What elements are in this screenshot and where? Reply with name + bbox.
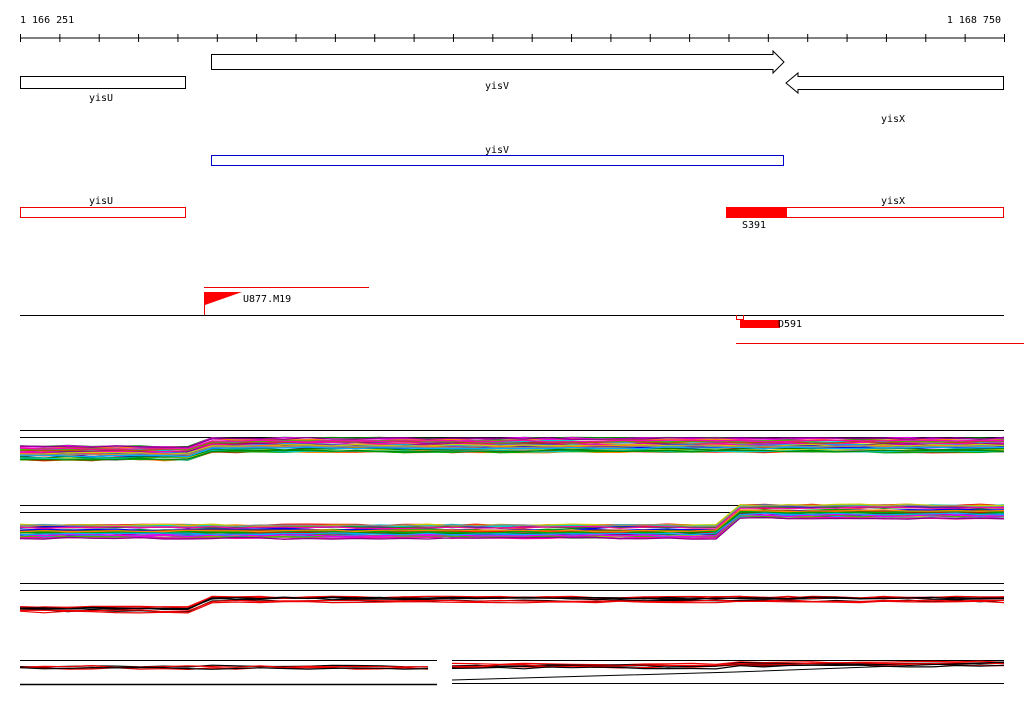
transcript-box xyxy=(211,155,784,166)
ruler-end: 1 168 750 xyxy=(947,15,1001,26)
track-line xyxy=(451,660,1005,666)
feature-box xyxy=(20,207,186,218)
signal-label: U877.M19 xyxy=(243,294,291,305)
track-line xyxy=(19,513,1005,538)
track-line xyxy=(19,445,1005,457)
track-line xyxy=(19,666,429,670)
track-line xyxy=(19,504,1005,528)
track-line xyxy=(451,664,1005,670)
track-line xyxy=(19,509,1005,533)
track-line xyxy=(19,599,1005,613)
gene-label: yisV xyxy=(485,81,509,92)
track-line xyxy=(451,661,1005,681)
track-line xyxy=(19,439,1005,450)
feature-label: yisX xyxy=(881,196,905,207)
gene-label: yisU xyxy=(89,93,113,104)
track-line xyxy=(19,449,1005,461)
track-line xyxy=(19,510,1005,534)
feature-label: S391 xyxy=(742,220,766,231)
track-line xyxy=(19,600,1005,614)
track-line xyxy=(19,446,1005,458)
ruler-start: 1 166 251 xyxy=(20,15,74,26)
track-line xyxy=(19,436,1005,448)
signal-mark xyxy=(736,315,744,320)
track-line xyxy=(19,516,1005,540)
transcript-label: yisV xyxy=(485,145,509,156)
expression-tracks xyxy=(19,430,1005,686)
track-line xyxy=(19,506,1004,530)
track-line xyxy=(19,664,429,669)
signal-label: D591 xyxy=(778,319,802,330)
track-line xyxy=(451,662,1005,668)
track-line xyxy=(20,516,1005,540)
feature-label: yisU xyxy=(89,196,113,207)
track-line xyxy=(19,596,1005,610)
gene-arrow xyxy=(211,49,785,75)
track-line xyxy=(19,512,1005,536)
gene-box xyxy=(20,76,186,89)
gene-arrow xyxy=(785,71,1004,95)
gene-label: yisX xyxy=(881,114,905,125)
ruler: 1 166 251 1 168 750 xyxy=(20,15,1005,42)
signal-fill xyxy=(740,320,780,328)
signal-flag xyxy=(205,292,242,305)
feature-fill xyxy=(726,207,787,218)
